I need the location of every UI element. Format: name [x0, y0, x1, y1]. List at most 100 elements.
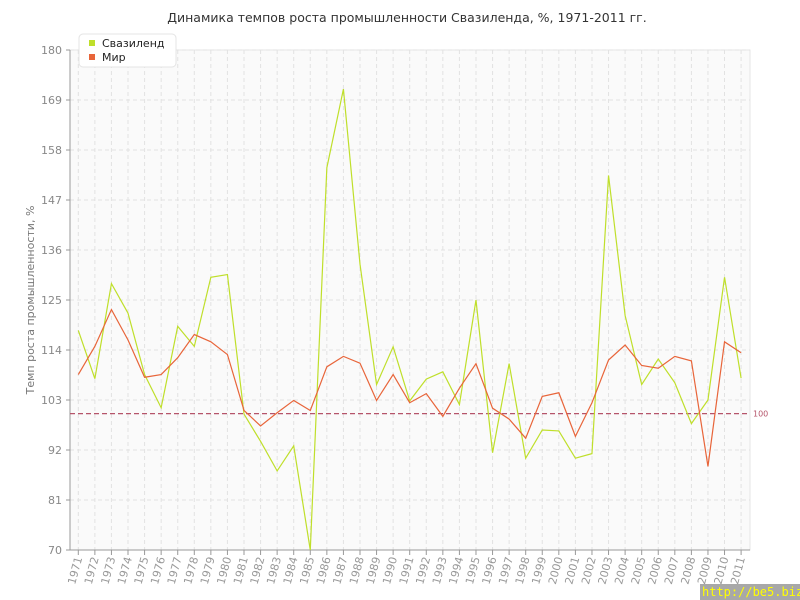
data-point [93, 377, 96, 380]
y-tick-label: 70 [48, 544, 62, 557]
data-point [657, 367, 660, 370]
y-tick-label: 136 [41, 244, 62, 257]
legend-swatch-world [89, 54, 95, 60]
data-point [342, 88, 345, 91]
data-point [292, 444, 295, 447]
data-point [77, 373, 80, 376]
data-point [193, 333, 196, 336]
data-point [524, 457, 527, 460]
data-point [657, 358, 660, 361]
data-point [441, 415, 444, 418]
data-point [706, 399, 709, 402]
data-point [474, 299, 477, 302]
data-point [408, 401, 411, 404]
data-point [259, 424, 262, 427]
series-line-world [77, 308, 742, 467]
y-tick-label: 92 [48, 444, 62, 457]
legend-label-world: Мир [102, 51, 126, 64]
x-tick-label: 2011 [728, 555, 748, 585]
data-point [508, 418, 511, 421]
data-point [508, 362, 511, 365]
data-point [491, 407, 494, 410]
data-point [110, 308, 113, 311]
data-point [690, 359, 693, 362]
data-point [93, 345, 96, 348]
data-point [458, 403, 461, 406]
y-tick-label: 114 [41, 344, 62, 357]
data-point [740, 377, 743, 380]
data-point [673, 381, 676, 384]
data-point [292, 399, 295, 402]
data-point [541, 429, 544, 432]
data-point [325, 166, 328, 169]
data-point [392, 373, 395, 376]
watermark: http://be5.biz [700, 584, 800, 600]
data-point [193, 345, 196, 348]
series-line-swaziland [77, 88, 742, 551]
y-tick-label: 103 [41, 394, 62, 407]
data-point [425, 378, 428, 381]
data-point [723, 276, 726, 279]
data-point [243, 409, 246, 412]
data-point [176, 356, 179, 359]
data-point [127, 312, 130, 315]
y-tick-label: 147 [41, 194, 62, 207]
legend-swatch-swaziland [89, 40, 95, 46]
data-point [309, 549, 312, 552]
data-point [226, 353, 229, 356]
data-point [325, 365, 328, 368]
data-point [640, 364, 643, 367]
legend-label-swaziland: Свазиленд [102, 37, 165, 50]
data-point [590, 401, 593, 404]
data-point [358, 263, 361, 266]
data-point [541, 395, 544, 398]
data-point [607, 174, 610, 177]
data-point [127, 339, 130, 342]
data-point [243, 413, 246, 416]
data-point [392, 345, 395, 348]
data-point [624, 314, 627, 317]
data-point [706, 465, 709, 468]
data-point [160, 373, 163, 376]
data-point [176, 325, 179, 328]
data-point [375, 399, 378, 402]
y-tick-label: 81 [48, 494, 62, 507]
legend: Свазиленд Мир [78, 33, 177, 68]
data-point [740, 351, 743, 354]
y-axis-label: Темп роста промышленности, % [24, 206, 37, 396]
data-point [458, 387, 461, 390]
data-point [375, 383, 378, 386]
data-point [557, 429, 560, 432]
data-point [143, 376, 146, 379]
data-point [342, 355, 345, 358]
data-point [491, 451, 494, 454]
data-point [358, 362, 361, 365]
data-point [209, 276, 212, 279]
data-point [690, 422, 693, 425]
data-point [557, 391, 560, 394]
data-point [673, 355, 676, 358]
y-tick-label: 125 [41, 294, 62, 307]
data-point [607, 359, 610, 362]
data-point [524, 437, 527, 440]
data-point [640, 383, 643, 386]
data-point [276, 411, 279, 414]
y-tick-label: 180 [41, 44, 62, 57]
data-point [474, 362, 477, 365]
y-tick-label: 169 [41, 94, 62, 107]
data-point [574, 457, 577, 460]
data-point [723, 340, 726, 343]
data-point [160, 406, 163, 409]
data-point [276, 469, 279, 472]
data-point [77, 329, 80, 332]
y-tick-label: 158 [41, 144, 62, 157]
data-point [110, 282, 113, 285]
data-point [425, 392, 428, 395]
data-point [226, 273, 229, 276]
data-point [574, 435, 577, 438]
data-point [624, 344, 627, 347]
reference-line-label: 100 [753, 410, 768, 419]
chart-title: Динамика темпов роста промышленности Сва… [167, 10, 646, 25]
data-point [209, 340, 212, 343]
